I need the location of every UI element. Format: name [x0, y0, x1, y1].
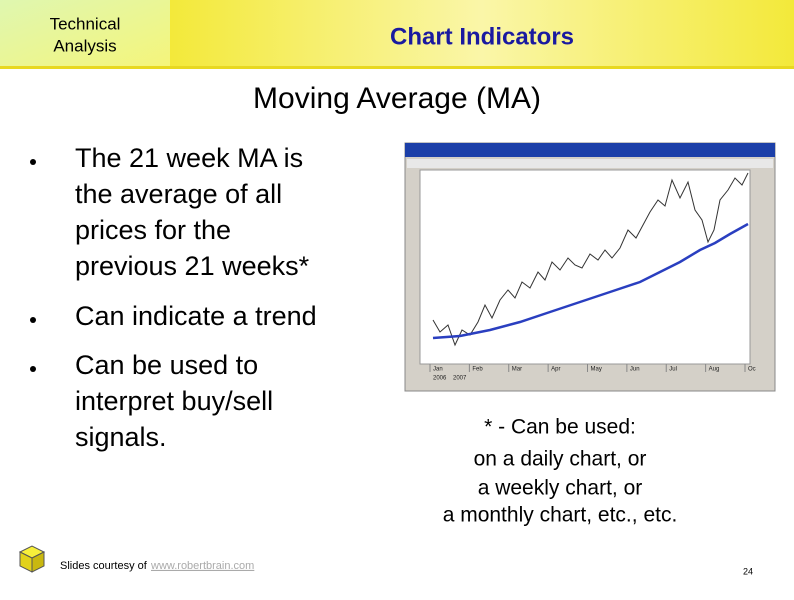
bullet-text: signals.: [75, 422, 167, 452]
bullet-text: The 21 week MA is: [75, 143, 303, 173]
bullet-text: the average of all: [75, 179, 282, 209]
footnote-line: * - Can be used:: [484, 416, 636, 439]
bullet-text: prices for the: [75, 215, 231, 245]
section-box: [0, 0, 170, 68]
page-number: 24: [743, 566, 753, 576]
footer-icon: [18, 545, 46, 573]
chart-screenshot: Jan Feb Mar Apr May Jun Jul Aug Oc 2006 2007: [404, 142, 776, 392]
month-label: Feb: [472, 367, 483, 373]
bullet-dot: [30, 366, 36, 372]
footnote-line: on a daily chart, or: [474, 448, 647, 471]
month-label: Jun: [630, 367, 640, 373]
month-label: Mar: [512, 367, 522, 373]
month-label: Jan: [433, 367, 443, 373]
bullet-text: interpret buy/sell: [75, 386, 273, 416]
bullet-dot: [30, 159, 36, 165]
window-titlebar: [405, 143, 775, 157]
year-label: 2006: [433, 376, 447, 382]
month-label: Aug: [709, 367, 720, 373]
header-title: Chart Indicators: [390, 23, 574, 50]
month-axis: Jan Feb Mar Apr May Jun Jul Aug Oc 2006 2007: [429, 364, 756, 382]
window-infobar: [407, 159, 773, 168]
bullet-list: The 21 week MA is the average of all price…: [30, 143, 317, 452]
month-label: May: [591, 367, 602, 373]
bullet-text: Can indicate a trend: [75, 301, 317, 331]
section-label: Technical: [50, 14, 121, 33]
bullet-text: previous 21 weeks*: [75, 251, 310, 281]
footnote-line: a monthly chart, etc., etc.: [443, 504, 678, 527]
footnote: * - Can be used: on a daily chart, or a we…: [443, 416, 678, 527]
year-label: 2007: [453, 376, 467, 382]
bullet-text: Can be used to: [75, 350, 258, 380]
slide-title: Moving Average (MA): [253, 82, 541, 115]
title-rule: [0, 66, 794, 69]
month-label: Apr: [551, 367, 560, 373]
price-line: [432, 172, 749, 347]
ma-line: [432, 222, 749, 340]
footnote-line: a weekly chart, or: [478, 477, 643, 500]
month-label: Jul: [669, 367, 677, 373]
month-label: Oc: [748, 367, 756, 373]
title-bar: [170, 0, 794, 68]
footer-link[interactable]: www.robertbrain.com: [150, 560, 254, 572]
plot-area: [419, 169, 751, 365]
section-label: Analysis: [53, 36, 116, 55]
bullet-dot: [30, 317, 36, 323]
footer-credit: Slides courtesy of: [60, 560, 148, 572]
